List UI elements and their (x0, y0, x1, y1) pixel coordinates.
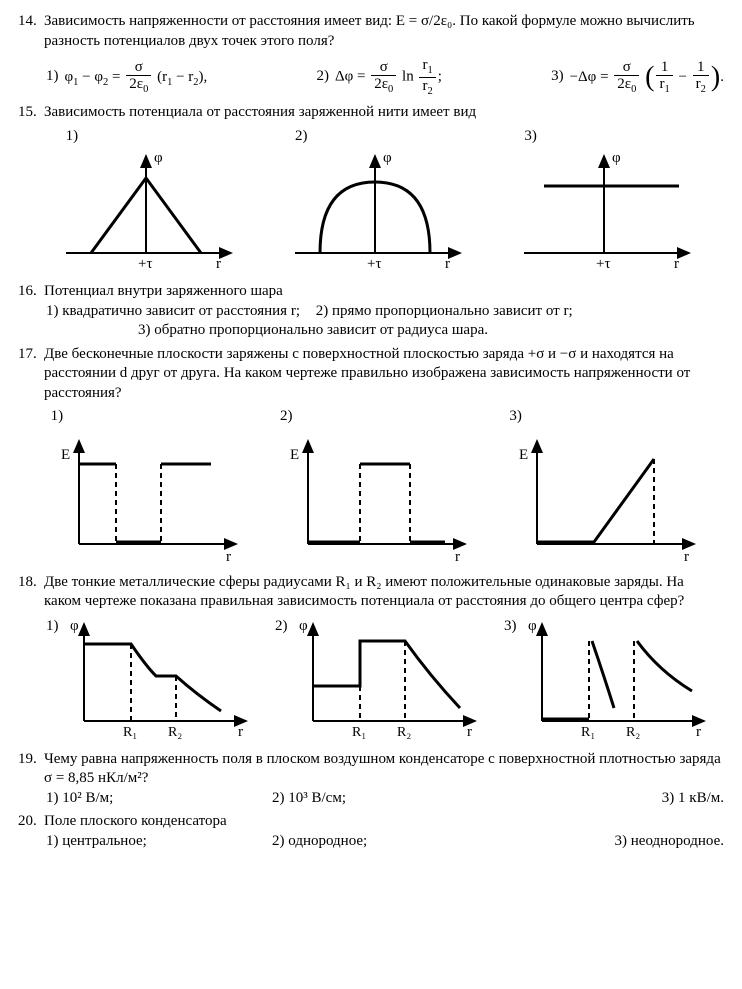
svg-text:r: r (216, 256, 221, 272)
question-15: 15. Зависимость потенциала от расстояния… (18, 103, 724, 278)
q14-opt3: 3) −Δφ = σ2ε0 (1r1 − 1r2). (551, 59, 724, 96)
q20-opts: 1) центральное; 2) однородное; 3) неодно… (46, 832, 724, 852)
q15-graph3: φ +τ r (524, 148, 694, 278)
svg-text:r: r (226, 549, 231, 565)
q15-graph2: φ +τ r (295, 148, 465, 278)
q14-options: 1) φ1 − φ2 = σ2ε0 (r1 − r2), 2) Δφ = σ2ε… (46, 57, 724, 97)
question-14: 14. Зависимость напряженности от расстоя… (18, 12, 724, 97)
svg-text:E: E (61, 447, 70, 463)
svg-text:R₂: R₂ (626, 725, 640, 740)
q14-formula1: φ1 − φ2 = σ2ε0 (r1 − r2), (65, 59, 208, 96)
question-17: 17. Две бесконечные плоскости заряжены с… (18, 345, 724, 569)
q17-text: Две бесконечные плоскости заряжены с пов… (44, 345, 724, 404)
svg-text:+τ: +τ (596, 256, 611, 272)
svg-text:R₂: R₂ (397, 725, 411, 740)
svg-text:R₁: R₁ (123, 725, 137, 740)
svg-text:φ: φ (70, 618, 79, 634)
svg-text:φ: φ (612, 150, 621, 166)
q17-graph1: E r (51, 429, 251, 569)
svg-text:φ: φ (299, 618, 308, 634)
question-20: 20. Поле плоского конденсатора 1) центра… (18, 812, 724, 851)
q18-num: 18. (18, 573, 44, 593)
q16-o3: 3) обратно пропорционально зависит от ра… (138, 321, 724, 341)
q18-graph1: 1) φ R₁ R₂ r (46, 616, 256, 746)
q18-text: Две тонкие металлические сферы радиусами… (44, 573, 724, 612)
svg-text:R₁: R₁ (352, 725, 366, 740)
svg-text:E: E (519, 447, 528, 463)
svg-text:φ: φ (154, 150, 163, 166)
svg-text:r: r (674, 256, 679, 272)
svg-text:φ: φ (383, 150, 392, 166)
q17-graph2: E r (280, 429, 480, 569)
q19-text: Чему равна напряженность поля в плоском … (44, 750, 724, 789)
svg-text:1): 1) (46, 618, 59, 634)
q14-opt3-label: 3) (551, 67, 564, 87)
q16-text: Потенциал внутри заряженного шара (44, 282, 724, 302)
q18-graphs: 1) φ R₁ R₂ r 2) φ R₁ (36, 616, 724, 746)
svg-text:r: r (467, 724, 472, 740)
q19-o2: 2) 10³ В/см; (272, 789, 498, 809)
q14-formula2: Δφ = σ2ε0 ln r1r2; (335, 57, 442, 97)
q14-opt2: 2) Δφ = σ2ε0 ln r1r2; (316, 57, 441, 97)
svg-text:r: r (238, 724, 243, 740)
q16-o1: 1) квадратично зависит от расстояния r; (46, 303, 300, 319)
q14-formula3: −Δφ = σ2ε0 (1r1 − 1r2). (570, 59, 724, 96)
svg-text:r: r (445, 256, 450, 272)
q14-opt2-label: 2) (316, 67, 329, 87)
svg-text:R₁: R₁ (581, 725, 595, 740)
svg-text:r: r (696, 724, 701, 740)
q20-o2: 2) однородное; (272, 832, 498, 852)
q20-num: 20. (18, 812, 44, 832)
question-18: 18. Две тонкие металлические сферы радиу… (18, 573, 724, 746)
svg-text:+τ: +τ (138, 256, 153, 272)
q14-opt1-label: 1) (46, 67, 59, 87)
q16-opts: 1) квадратично зависит от расстояния r; … (46, 302, 724, 322)
q19-o3: 3) 1 кВ/м. (498, 789, 724, 809)
svg-text:2): 2) (275, 618, 288, 634)
q17-g1-label: 1) (51, 407, 251, 427)
q15-g1-label: 1) (66, 127, 236, 147)
q15-g2-label: 2) (295, 127, 465, 147)
svg-text:R₂: R₂ (168, 725, 182, 740)
question-16: 16. Потенциал внутри заряженного шара 1)… (18, 282, 724, 341)
q15-g3-label: 3) (524, 127, 694, 147)
q15-text: Зависимость потенциала от расстояния зар… (44, 103, 724, 123)
svg-text:φ: φ (528, 618, 537, 634)
q17-graph3: E r (509, 429, 709, 569)
q19-o1: 1) 10² В/м; (46, 789, 272, 809)
q19-num: 19. (18, 750, 44, 770)
question-19: 19. Чему равна напряженность поля в плос… (18, 750, 724, 809)
svg-text:E: E (290, 447, 299, 463)
q14-text: Зависимость напряженности от расстояния … (44, 12, 724, 51)
q17-num: 17. (18, 345, 44, 365)
q20-o1: 1) центральное; (46, 832, 272, 852)
q14-opt1: 1) φ1 − φ2 = σ2ε0 (r1 − r2), (46, 59, 207, 96)
q16-o2: 2) прямо пропорционально зависит от r; (316, 303, 573, 319)
q19-opts: 1) 10² В/м; 2) 10³ В/см; 3) 1 кВ/м. (46, 789, 724, 809)
svg-text:r: r (455, 549, 460, 565)
q17-g2-label: 2) (280, 407, 480, 427)
q17-graphs: 1) E r 2) (36, 407, 724, 569)
q17-g3-label: 3) (509, 407, 709, 427)
q15-graphs: 1) φ +τ r 2) φ +τ r (36, 127, 724, 279)
q18-graph3: 3) φ R₁ R₂ r (504, 616, 714, 746)
q16-num: 16. (18, 282, 44, 302)
q18-graph2: 2) φ R₁ R₂ r (275, 616, 485, 746)
svg-text:3): 3) (504, 618, 517, 634)
q20-text: Поле плоского конденсатора (44, 812, 724, 832)
svg-text:+τ: +τ (367, 256, 382, 272)
svg-text:r: r (684, 549, 689, 565)
q15-num: 15. (18, 103, 44, 123)
q15-graph1: φ +τ r (66, 148, 236, 278)
q14-num: 14. (18, 12, 44, 32)
q20-o3: 3) неоднородное. (498, 832, 724, 852)
